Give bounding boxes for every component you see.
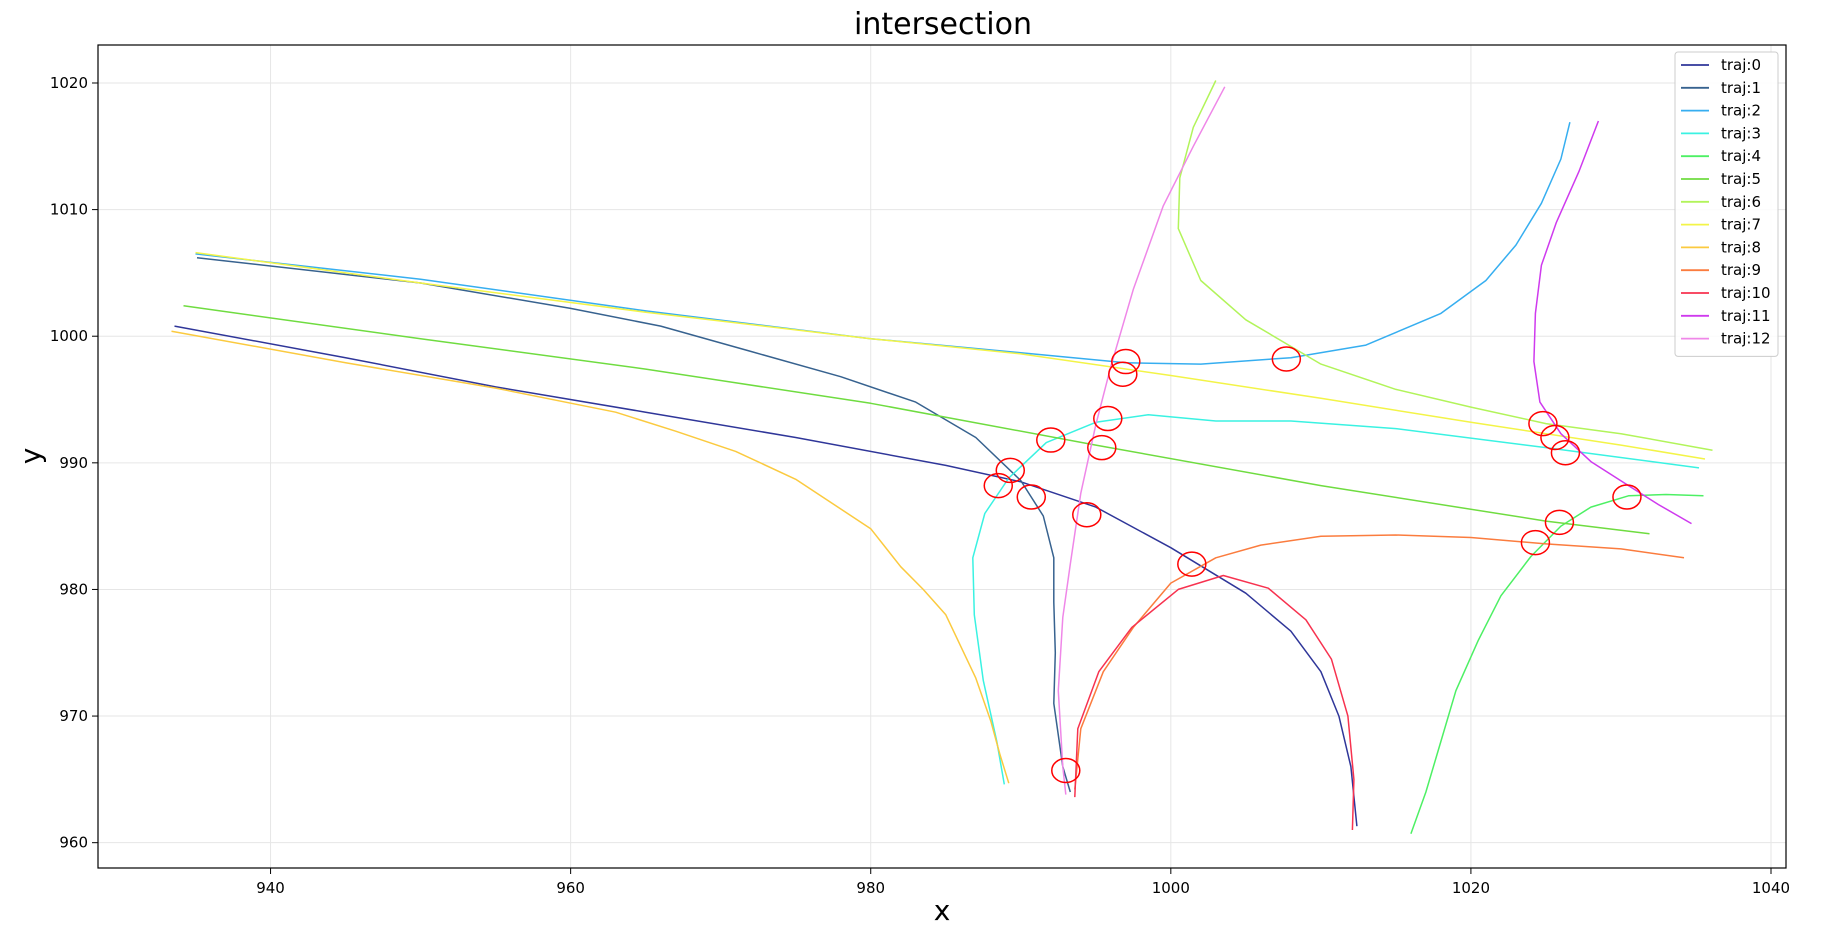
series-line-traj-5 xyxy=(183,305,1650,535)
legend-label: traj:6 xyxy=(1721,193,1761,211)
x-tick-label: 940 xyxy=(256,879,285,897)
legend-label: traj:5 xyxy=(1721,170,1761,188)
intersection-marker xyxy=(1528,410,1558,437)
intersection-marker xyxy=(1544,509,1575,536)
series-line-traj-2 xyxy=(195,122,1571,365)
series-line-traj-7 xyxy=(195,251,1706,460)
series-line-traj-4 xyxy=(1410,493,1704,835)
series-line-traj-12 xyxy=(1057,86,1226,795)
intersection-marker xyxy=(1177,551,1207,577)
series-line-traj-1 xyxy=(196,256,1072,793)
intersection-markers xyxy=(983,346,1642,784)
x-tick-label: 1020 xyxy=(1452,879,1490,897)
axis-ticks: 940 960 980 1000 1020 1040 960 970 980 990 1000 101… xyxy=(50,74,1790,897)
y-tick-label: 990 xyxy=(59,454,88,472)
x-tick-label: 1040 xyxy=(1752,879,1790,897)
chart-title: intersection xyxy=(854,7,1032,42)
series-lines xyxy=(171,80,1713,835)
y-tick-label: 1010 xyxy=(50,201,88,219)
intersection-marker xyxy=(1111,348,1141,375)
intersection-marker xyxy=(1051,757,1081,784)
y-tick-label: 1000 xyxy=(50,327,88,345)
intersection-marker xyxy=(983,472,1014,499)
intersection-marker xyxy=(1108,361,1138,387)
intersection-marker xyxy=(1271,346,1302,372)
intersection-marker xyxy=(1087,434,1117,461)
legend-label: traj:9 xyxy=(1721,261,1761,279)
legend-label: traj:0 xyxy=(1721,56,1761,74)
intersection-marker xyxy=(1550,439,1581,466)
plot-area-frame xyxy=(97,44,1787,869)
intersection-marker xyxy=(1540,424,1570,451)
legend-label: traj:2 xyxy=(1721,102,1761,120)
legend: traj:0 traj:1 traj:2 traj:3 traj:4 traj:5 traj… xyxy=(1674,51,1779,357)
y-axis-label: y xyxy=(14,448,47,465)
x-tick-label: 980 xyxy=(856,879,885,897)
y-tick-label: 960 xyxy=(59,834,88,852)
legend-label: traj:10 xyxy=(1721,284,1771,302)
y-tick-label: 980 xyxy=(59,580,88,598)
intersection-marker xyxy=(1520,529,1551,556)
series-line-traj-10 xyxy=(1074,574,1355,831)
series-line-traj-11 xyxy=(1533,120,1692,525)
intersection-marker xyxy=(1016,484,1047,510)
legend-label: traj:7 xyxy=(1721,216,1761,234)
legend-label: traj:8 xyxy=(1721,238,1761,256)
y-tick-label: 1020 xyxy=(50,74,88,92)
series-line-traj-9 xyxy=(1074,534,1685,790)
intersection-marker xyxy=(1072,501,1102,528)
x-tick-label: 1000 xyxy=(1152,879,1190,897)
series-line-traj-8 xyxy=(171,330,1010,784)
x-axis-label: x xyxy=(934,894,951,927)
x-tick-label: 960 xyxy=(556,879,585,897)
intersection-marker xyxy=(1093,405,1123,432)
legend-label: traj:3 xyxy=(1721,124,1761,142)
intersection-marker xyxy=(995,457,1026,484)
intersection-marker xyxy=(1612,484,1642,510)
legend-label: traj:12 xyxy=(1721,330,1771,348)
legend-label: traj:1 xyxy=(1721,79,1761,97)
legend-label: traj:11 xyxy=(1721,307,1771,325)
y-tick-label: 970 xyxy=(59,707,88,725)
series-line-traj-3 xyxy=(972,413,1700,785)
series-line-traj-0 xyxy=(174,325,1358,827)
legend-box xyxy=(1674,51,1779,357)
legend-label: traj:4 xyxy=(1721,147,1761,165)
intersection-marker xyxy=(1036,427,1066,453)
